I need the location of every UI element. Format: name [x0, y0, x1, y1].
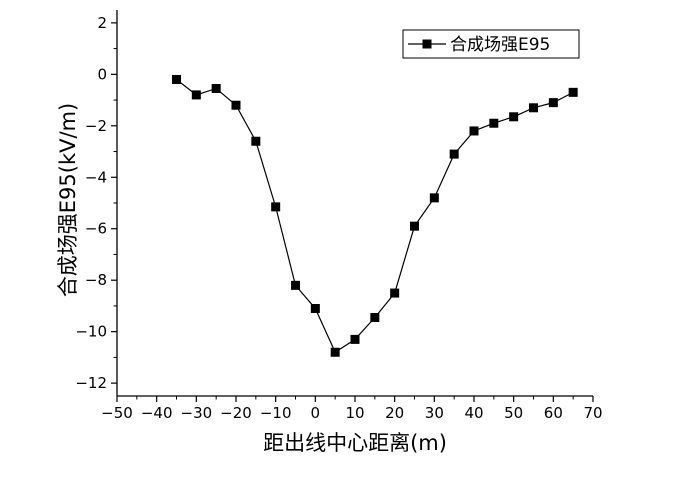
- data-point: [231, 100, 241, 110]
- data-point: [370, 313, 380, 323]
- data-point: [251, 136, 261, 146]
- x-tick-label: 60: [544, 404, 563, 422]
- y-axis-title: 合成场强E95(kV/m): [56, 103, 80, 297]
- data-point: [291, 280, 300, 290]
- data-point: [350, 334, 360, 344]
- data-point: [469, 126, 479, 136]
- x-tick-label: −10: [260, 404, 292, 422]
- x-tick-label: −50: [101, 404, 133, 422]
- y-tick-label: −8: [85, 271, 107, 289]
- data-point: [410, 221, 419, 231]
- data-point: [548, 98, 558, 108]
- x-tick-label: −40: [141, 404, 173, 422]
- data-point: [191, 90, 201, 100]
- x-tick-label: 20: [385, 404, 404, 422]
- data-point: [330, 347, 340, 357]
- y-tick-label: −10: [75, 323, 107, 341]
- data-point: [449, 149, 459, 159]
- y-tick-label: −12: [75, 374, 107, 392]
- y-tick-label: −2: [85, 117, 107, 135]
- x-tick-label: −30: [181, 404, 213, 422]
- y-tick-label: −4: [85, 168, 107, 186]
- data-point: [211, 83, 221, 93]
- legend: 合成场强E95: [402, 29, 580, 59]
- series-layer: [172, 74, 578, 357]
- data-point: [568, 87, 578, 97]
- y-tick-label: 2: [97, 14, 107, 32]
- data-point: [310, 304, 320, 314]
- x-axis-title: 距出线中心距离(m): [263, 431, 447, 455]
- x-tick-label: 30: [425, 404, 444, 422]
- x-tick-label: 70: [583, 404, 602, 422]
- x-tick-label: 50: [504, 404, 523, 422]
- y-tick-label: −6: [85, 220, 107, 238]
- data-point: [489, 118, 499, 128]
- data-point: [172, 74, 181, 84]
- x-tick-label: 0: [311, 404, 321, 422]
- data-point: [529, 103, 538, 113]
- x-tick-label: 40: [464, 404, 483, 422]
- x-tick-label: 10: [345, 404, 364, 422]
- data-point: [509, 112, 519, 122]
- legend-marker: [422, 39, 432, 49]
- data-point: [271, 202, 281, 212]
- x-tick-label: −20: [220, 404, 252, 422]
- legend-label: 合成场强E95: [450, 35, 550, 55]
- ticks: −50 −40 −30 −20 −10 0 10 20 30 40 50 60 7020−2−4−6−8…: [75, 14, 602, 422]
- data-point: [429, 193, 439, 203]
- y-tick-label: 0: [97, 65, 107, 83]
- data-point: [390, 288, 400, 298]
